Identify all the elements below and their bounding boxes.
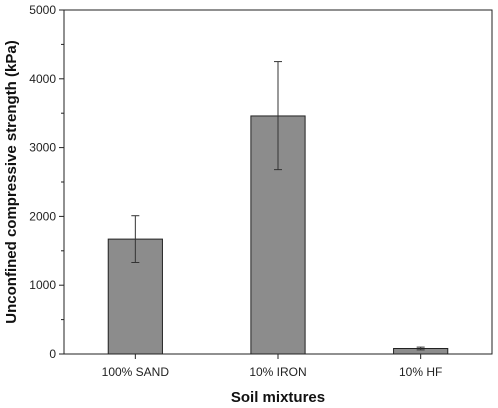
error-bars	[131, 61, 425, 351]
y-tick-label: 3000	[29, 141, 56, 155]
x-tick-label: 10% HF	[399, 365, 442, 379]
y-tick-label: 5000	[29, 3, 56, 17]
y-tick-label: 0	[49, 347, 56, 361]
y-axis: 0 1000 2000 3000 4000 5000	[29, 3, 64, 361]
x-axis: 100% SAND 10% IRON 10% HF	[102, 354, 442, 379]
y-tick-label: 1000	[29, 278, 56, 292]
x-tick-label: 100% SAND	[102, 365, 170, 379]
y-tick-label: 2000	[29, 209, 56, 223]
x-tick-label: 10% IRON	[249, 365, 306, 379]
y-tick-label: 4000	[29, 72, 56, 86]
x-axis-title: Soil mixtures	[231, 389, 325, 406]
y-axis-title: Unconfined compressive strength (kPa)	[3, 40, 20, 323]
